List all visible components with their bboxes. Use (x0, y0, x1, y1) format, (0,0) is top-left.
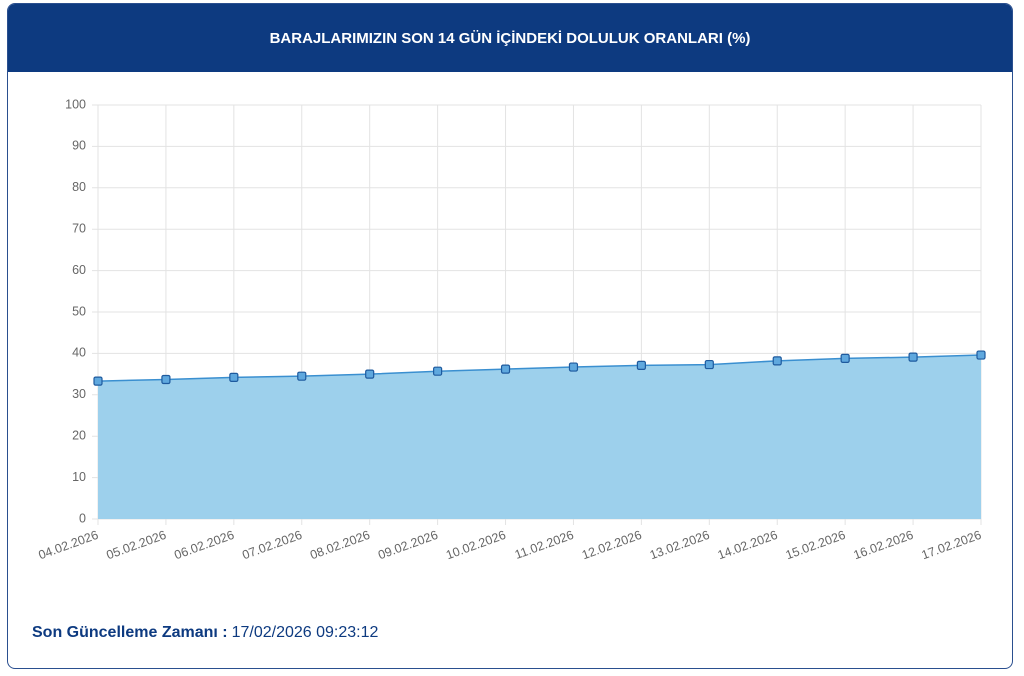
x-tick-label: 06.02.2026 (172, 528, 236, 563)
point (500, 364, 511, 374)
x-tick-label: 15.02.2026 (784, 528, 848, 563)
point (93, 376, 103, 386)
y-tick-label: 10 (72, 470, 86, 484)
x-tick-label: 13.02.2026 (648, 528, 712, 563)
y-tick-label: 70 (72, 221, 86, 235)
y-tick-label: 90 (72, 139, 86, 153)
y-tick-label: 100 (65, 97, 86, 111)
x-tick-label: 16.02.2026 (852, 528, 916, 563)
x-tick-label: 14.02.2026 (716, 528, 780, 563)
line (97, 354, 982, 382)
y-tick-label: 30 (72, 387, 86, 401)
x-tick-label: 09.02.2026 (376, 528, 440, 563)
header: BARAJLARIMIZIN SON 14 GÜN İÇİNDEKİ DOLUL… (8, 4, 1012, 72)
point (433, 366, 443, 376)
point (840, 353, 850, 363)
y-tick-label: 0 (79, 511, 86, 525)
x-tick-label: 11.02.2026 (513, 528, 576, 562)
point (976, 350, 986, 360)
x-tick-label: 04.02.2026 (37, 528, 101, 563)
footer: Son Güncelleme Zamanı :17/02/2026 09:23:… (32, 624, 378, 642)
point (229, 372, 239, 383)
point (704, 359, 714, 370)
footer-label: Son Güncelleme Zamanı : (32, 624, 228, 641)
x-tick-label: 17.02.2026 (920, 528, 984, 563)
chart-title: BARAJLARIMIZIN SON 14 GÜN İÇİNDEKİ DOLUL… (269, 29, 751, 47)
point (365, 369, 375, 379)
x-tick-label: 12.02.2026 (580, 528, 644, 563)
x-tick-label: 08.02.2026 (308, 528, 372, 563)
footer-value: 17/02/2026 09:23:12 (231, 624, 379, 641)
y-tick-label: 60 (72, 263, 86, 277)
y-tick-label: 20 (72, 428, 86, 442)
point (636, 360, 646, 371)
y-tick-label: 80 (72, 180, 86, 194)
point (568, 362, 579, 372)
x-tick-label: 10.02.2026 (444, 528, 508, 563)
point (297, 371, 307, 381)
y-tick-label: 40 (72, 346, 86, 360)
x-tick-label: 05.02.2026 (104, 528, 168, 563)
point (908, 352, 918, 362)
point (772, 356, 782, 366)
area (98, 355, 981, 519)
y-tick-label: 50 (72, 304, 86, 318)
x-tick-label: 07.02.2026 (240, 528, 304, 563)
point (161, 374, 171, 385)
